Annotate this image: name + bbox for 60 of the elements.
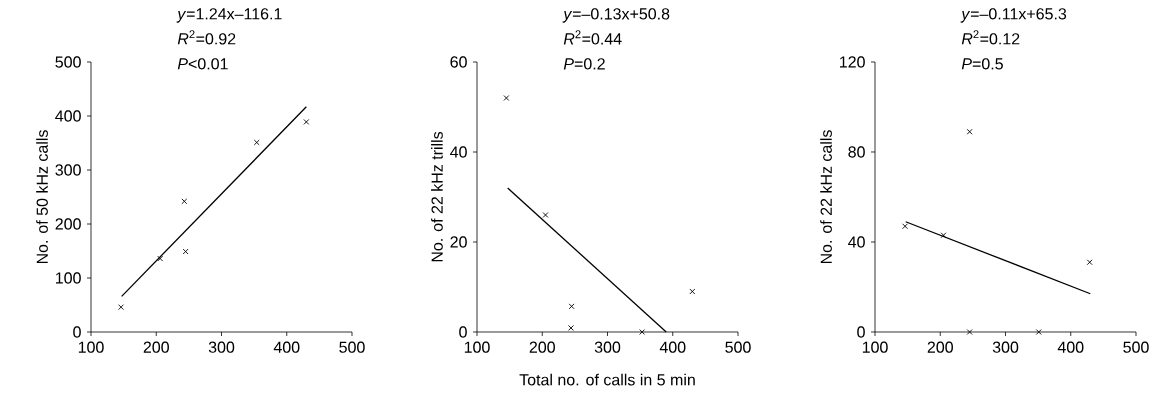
x-tick-label: 500 bbox=[1123, 341, 1149, 353]
point bbox=[639, 329, 646, 335]
point bbox=[1086, 259, 1093, 266]
y-axis-title: No. of 50 kHz calls bbox=[36, 130, 48, 264]
y-axis-title: No. of 22 kHz trills bbox=[431, 131, 443, 262]
x-tick-label: 500 bbox=[725, 341, 751, 353]
x-tick-label: 100 bbox=[78, 341, 104, 353]
y-tick-label: 20 bbox=[450, 236, 467, 248]
point bbox=[902, 223, 908, 230]
text: y=–0.11x+65.3 bbox=[960, 8, 1067, 23]
x-tick-label: 300 bbox=[208, 341, 235, 353]
annotation: P<0.01 bbox=[177, 58, 228, 70]
x-tick-label: 200 bbox=[143, 341, 169, 353]
y-tick-label: 40 bbox=[848, 236, 865, 248]
x-tick-label: 300 bbox=[594, 341, 621, 353]
y-tick-label: 400 bbox=[55, 110, 81, 122]
x-tick-label: 500 bbox=[339, 341, 365, 353]
y-axis-title: No. of 22 kHz calls bbox=[820, 130, 832, 264]
x-tick-label: 100 bbox=[862, 341, 888, 353]
point bbox=[568, 303, 575, 310]
annotation: P=0.5 bbox=[961, 58, 1003, 70]
text: R$^{2}$=0.44 bbox=[563, 30, 622, 45]
y-tick-label: 500 bbox=[55, 56, 81, 68]
annotation: P=0.2 bbox=[563, 58, 605, 70]
x-tick-label: 400 bbox=[273, 341, 300, 353]
x-tick-label: 200 bbox=[529, 341, 555, 353]
y-tick-label: 60 bbox=[450, 56, 467, 68]
y-tick-label: 120 bbox=[840, 56, 865, 68]
point bbox=[542, 212, 549, 218]
x-axis-title: Total no. of calls in 5 min bbox=[519, 373, 695, 386]
y-tick-label: 200 bbox=[55, 218, 81, 230]
point bbox=[157, 255, 164, 262]
point bbox=[689, 288, 696, 295]
text: y=1.24x–116.1 bbox=[176, 8, 282, 23]
y-tick-label: 100 bbox=[55, 272, 81, 284]
point bbox=[182, 248, 189, 255]
y-tick-label: 300 bbox=[55, 164, 81, 176]
point bbox=[503, 95, 510, 101]
x-tick-label: 400 bbox=[1057, 341, 1084, 353]
y-tick-label: 80 bbox=[848, 146, 865, 158]
point bbox=[1035, 329, 1042, 335]
point bbox=[181, 198, 188, 205]
text: R$^{2}$=0.12 bbox=[961, 30, 1020, 45]
text: R$^{2}$=0.92 bbox=[177, 30, 236, 45]
point bbox=[253, 139, 260, 146]
y-tick-label: 40 bbox=[450, 146, 467, 158]
y-tick-label: 0 bbox=[459, 326, 467, 338]
x-tick-label: 400 bbox=[659, 341, 686, 353]
point bbox=[568, 325, 574, 331]
y-tick-label: 0 bbox=[857, 326, 865, 338]
point bbox=[966, 329, 973, 335]
y-tick-label: 0 bbox=[73, 326, 81, 338]
point bbox=[940, 232, 947, 239]
x-tick-label: 300 bbox=[992, 341, 1019, 353]
x-tick-label: 200 bbox=[927, 341, 953, 353]
x-tick-label: 100 bbox=[464, 341, 490, 353]
point bbox=[118, 304, 124, 311]
text: y=–0.13x+50.8 bbox=[562, 8, 670, 23]
point bbox=[966, 128, 973, 135]
point bbox=[303, 119, 310, 125]
